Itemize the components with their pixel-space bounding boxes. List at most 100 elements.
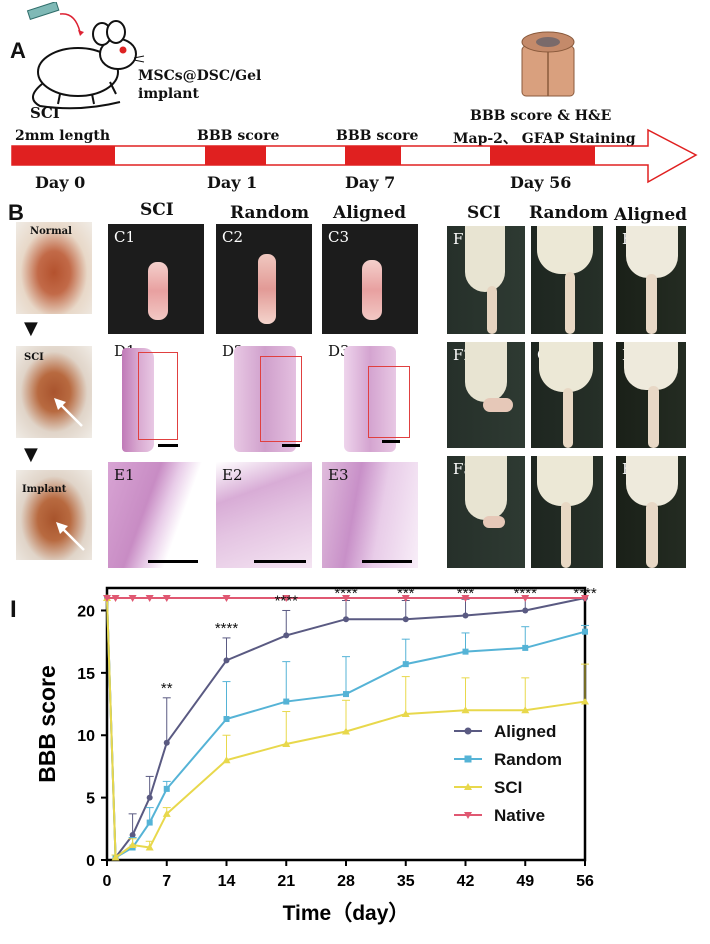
data-point [342,595,350,602]
panel-label-a: A [10,38,26,63]
x-axis-title: Time（day） [283,901,410,925]
data-point [145,595,154,602]
bbb-score-chart: 0 7 14 21 28 35 42 49 56 0 5 10 15 20 Time（day） BBB sco… [34,585,597,925]
significance-label: ** [161,680,173,697]
event-label-2: BBB score [336,128,419,144]
y-tick-label: 20 [77,603,95,620]
event-label-3: BBB score & H&E [470,108,612,124]
photo-c1: C1 [108,224,204,334]
x-tick-label: 35 [397,873,415,890]
data-point [581,697,589,705]
data-point [461,595,470,602]
col-head-c1: SCI [140,200,174,220]
col-head-h: Aligned [614,205,688,225]
mouse-label: SCI [30,104,60,122]
photo-h2: H2 [616,342,686,448]
event-label-0: 2mm length [15,128,111,144]
day-label-0: Day 0 [35,173,86,192]
y-tick-label: 0 [86,853,95,870]
data-point [223,716,230,723]
photo-f2: F2 [447,342,525,448]
col-head-f: SCI [467,203,501,223]
arrow-down-icon: ▼ [24,444,38,465]
data-point [222,595,231,602]
x-tick-label: 28 [337,873,355,890]
data-point [401,710,410,718]
x-tick-label: 0 [103,873,112,890]
data-point [283,698,290,705]
data-point [521,595,530,602]
legend-label-native: Native [494,806,545,825]
legend-label-aligned: Aligned [494,722,556,741]
photo-g2: G2 [531,342,603,448]
photo-c2: C2 [216,224,312,334]
data-point [103,595,111,602]
photo-normal: Normal [16,222,92,314]
implant-label-line1: MSCs@DSC/Gel [138,68,262,84]
data-point [146,819,153,826]
data-point [461,706,470,714]
significance-label: **** [215,620,239,637]
data-point [282,595,291,602]
significance-label: **** [514,585,538,602]
photo-h1: H1 [616,226,686,334]
y-tick-label: 5 [86,791,95,808]
arrow-down-icon: ▼ [24,318,38,339]
photo-implant: Implant [16,470,92,560]
event-label-3-line2: Map-2、 GFAP Staining [453,131,636,147]
photo-f3: F3 [447,456,525,568]
data-point [163,785,170,792]
mouse-illustration [26,2,145,110]
data-point [462,648,469,655]
photo-c3: C3 [322,224,418,334]
x-tick-label: 7 [162,873,171,890]
photo-sci: SCI [16,346,92,438]
day-label-1: Day 1 [207,173,258,192]
col-head-g: Random [529,203,609,223]
data-point [223,657,230,664]
y-axis-title: BBB score [34,665,60,783]
data-point [146,794,153,801]
day-label-2: Day 7 [345,173,396,192]
photo-h3: H3 [616,456,686,568]
spinal-cord-illustration [521,31,575,97]
photo-d3: D3 [322,338,418,454]
col-head-c3: Aligned [333,203,407,223]
panel-label-i: I [10,596,17,623]
x-tick-label: 42 [457,873,475,890]
y-tick-label: 10 [77,728,95,745]
significance-label: **** [275,592,299,609]
data-point [402,616,409,623]
photo-d1: D1 [108,338,204,454]
data-point [462,612,469,619]
y-tick-label: 15 [77,666,95,683]
data-point [111,853,120,861]
data-point [162,809,171,817]
data-point [283,632,290,639]
legend-marker [464,755,472,763]
legend-marker [464,812,472,819]
data-point [111,595,120,602]
data-point [343,691,349,698]
data-point [282,739,291,747]
data-point [522,607,529,614]
photo-e2: E2 [216,462,312,568]
legend-marker [464,783,472,790]
data-point [581,595,589,602]
data-point [343,616,349,623]
significance-label: **** [573,585,597,602]
significance-label: **** [334,585,358,602]
data-point [145,843,154,851]
data-point [129,832,136,839]
data-point [128,841,137,849]
photo-e1: E1 [108,462,204,568]
photo-g3: G3 [531,456,603,568]
day-label-3: Day 56 [510,173,572,192]
timeline-arrow [11,128,698,184]
x-tick-label: 49 [516,873,534,890]
panel-label-b: B [8,200,24,225]
significance-label: *** [397,585,415,602]
data-point [402,661,409,668]
data-point [162,595,171,602]
photo-e3: E3 [322,462,418,568]
